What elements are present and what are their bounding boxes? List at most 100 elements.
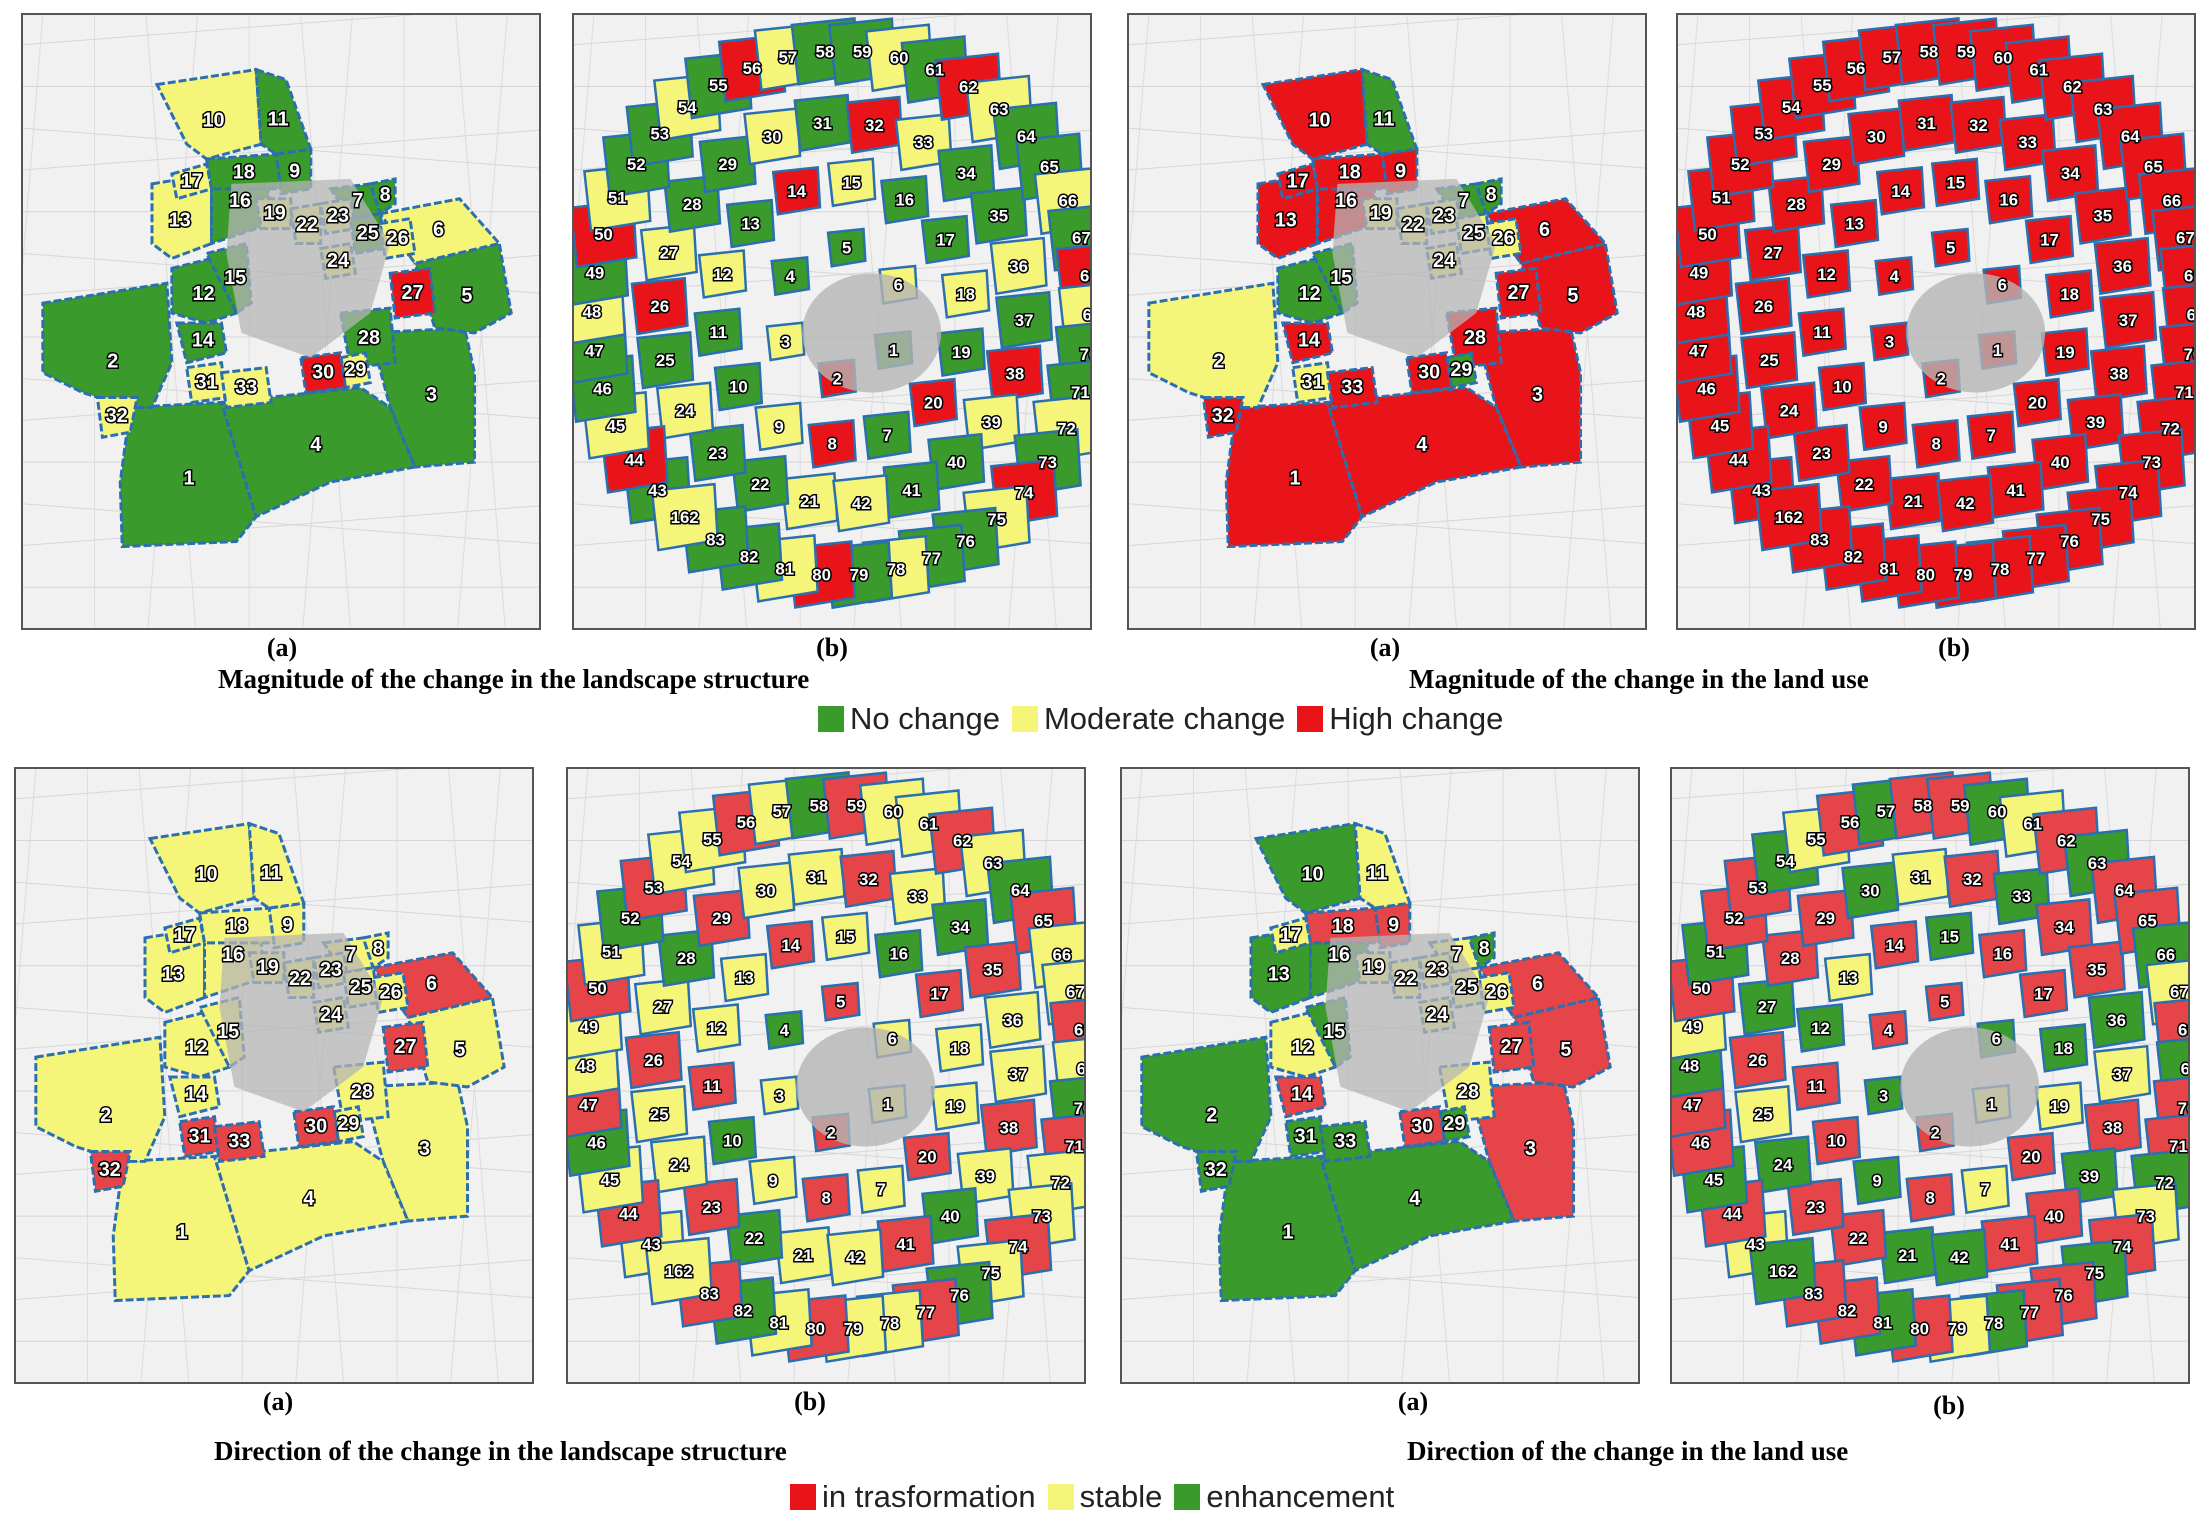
- zone-27: [1494, 266, 1543, 320]
- zone-label: 26: [1493, 227, 1515, 249]
- zone-label: 6: [1539, 219, 1550, 241]
- zone-label: 15: [217, 1021, 239, 1043]
- zone-label: 73: [2136, 1207, 2155, 1226]
- zone-18: [2044, 269, 2095, 319]
- zone-20: [902, 1131, 953, 1182]
- zone-10: [1817, 361, 1868, 412]
- zone-label: 3: [426, 384, 437, 406]
- zone-label: 10: [723, 1132, 742, 1151]
- zone-label: 49: [1690, 263, 1709, 282]
- zone-18: [2038, 1023, 2089, 1073]
- zone-label: 8: [827, 435, 836, 454]
- zone-label: 2: [107, 350, 118, 372]
- legend-item-high-change: High change: [1297, 701, 1503, 737]
- zone-label: 57: [778, 48, 797, 67]
- zone-label: 30: [1861, 881, 1880, 900]
- zone-label: 21: [1898, 1246, 1917, 1265]
- zone-8: [1474, 177, 1503, 217]
- zone-label: 47: [585, 341, 604, 360]
- zone-label: 64: [1017, 127, 1036, 146]
- zone-label: 19: [1363, 957, 1385, 979]
- zone-20: [2006, 1131, 2057, 1182]
- zone-label: 27: [401, 282, 423, 304]
- zone-label: 81: [1879, 559, 1898, 578]
- zone-16: [1977, 928, 2028, 979]
- zone-label: 24: [1433, 250, 1455, 272]
- zone-label: 72: [1057, 419, 1076, 438]
- zone-label: 22: [1395, 968, 1417, 990]
- zone-label: 24: [1780, 401, 1799, 420]
- zone-30: [737, 861, 796, 920]
- zone-label: 73: [1032, 1207, 1051, 1226]
- zone-label: 43: [642, 1235, 661, 1254]
- zone-label: 2: [1213, 350, 1224, 372]
- zone-12: [691, 1003, 742, 1053]
- zone-label: 51: [1712, 189, 1731, 208]
- zone-label: 22: [751, 475, 770, 494]
- basemap-road: [574, 15, 595, 267]
- zone-label: 5: [1567, 285, 1578, 307]
- zone-label: 51: [1706, 943, 1725, 962]
- map-panel-landuse-magnitude-a: 1 2 3 4 5 6 7 8 9 10 11 12 13 14 15 16 17 18 19 22 23 24 25 26 2…: [1127, 13, 1647, 630]
- zone-label: 83: [1810, 530, 1829, 549]
- zone-label: 32: [106, 405, 128, 427]
- legend-item-no-change: No change: [818, 701, 1000, 737]
- zone-14: [1875, 166, 1926, 216]
- zone-30: [1405, 351, 1454, 395]
- basemap-road: [16, 769, 410, 800]
- zone-label: 69: [2181, 1060, 2188, 1079]
- map-panel-landuse-magnitude-b: 1 2 3 4 5 6 7 8 9 10 11 12 13 14 15 16 17 18 19 20 21 22 23 24 2…: [1676, 13, 2196, 630]
- zone-14: [765, 920, 816, 970]
- zone-label: 19: [946, 1097, 965, 1116]
- zone-label: 7: [1458, 190, 1469, 212]
- zone-37: [994, 290, 1054, 350]
- zone-label: 15: [1946, 173, 1965, 192]
- zone-label: 9: [1395, 160, 1406, 182]
- zone-label: 2: [100, 1104, 111, 1126]
- zone-label: 3: [1879, 1086, 1888, 1105]
- zone-27: [388, 266, 437, 320]
- urban-area: [1900, 1027, 2040, 1147]
- zone-11: [1353, 821, 1412, 910]
- zone-label: 25: [1456, 977, 1478, 999]
- zone-label: 54: [672, 852, 691, 871]
- zone-label: 14: [1885, 936, 1904, 955]
- zone-14: [1280, 321, 1335, 365]
- zone-2: [41, 281, 174, 409]
- yellow-swatch-icon: [1011, 706, 1038, 732]
- zone-33: [219, 366, 273, 410]
- zone-label: 55: [1807, 830, 1826, 849]
- zone-26: [1484, 216, 1523, 261]
- zone-label: 3: [775, 1086, 784, 1105]
- zone-label: 32: [1212, 405, 1234, 427]
- zone-label: 80: [1910, 1319, 1929, 1338]
- zone-8: [368, 177, 397, 217]
- zone-13: [1823, 952, 1874, 1003]
- basemap-road: [23, 503, 539, 545]
- zone-label: 48: [576, 1056, 595, 1075]
- zone-label: 46: [1691, 1134, 1710, 1153]
- urban-area: [802, 273, 942, 393]
- zone-label: 33: [914, 133, 933, 152]
- zone-5: [826, 227, 867, 268]
- zone-label: 11: [1813, 323, 1831, 342]
- panel-label: (a): [1369, 633, 1401, 662]
- zone-label: 14: [787, 182, 806, 201]
- zone-15: [820, 911, 871, 962]
- zone-label: 20: [2022, 1148, 2041, 1167]
- zone-2: [34, 1035, 167, 1163]
- zone-label: 7: [877, 1180, 886, 1199]
- zone-label: 36: [2107, 1011, 2126, 1030]
- zone-11: [687, 1061, 737, 1112]
- zone-label: 67: [1066, 982, 1084, 1001]
- zone-label: 5: [1946, 239, 1955, 258]
- zone-42: [1930, 1228, 1989, 1287]
- zone-16: [1983, 174, 2034, 225]
- basemap-road: [1129, 15, 1150, 267]
- zone-label: 12: [1811, 1019, 1830, 1038]
- panel-label: (a): [266, 633, 298, 662]
- zone-36: [983, 990, 1042, 1050]
- zone-9: [748, 1155, 798, 1206]
- zone-label: 80: [812, 565, 831, 584]
- zone-label: 29: [1822, 155, 1841, 174]
